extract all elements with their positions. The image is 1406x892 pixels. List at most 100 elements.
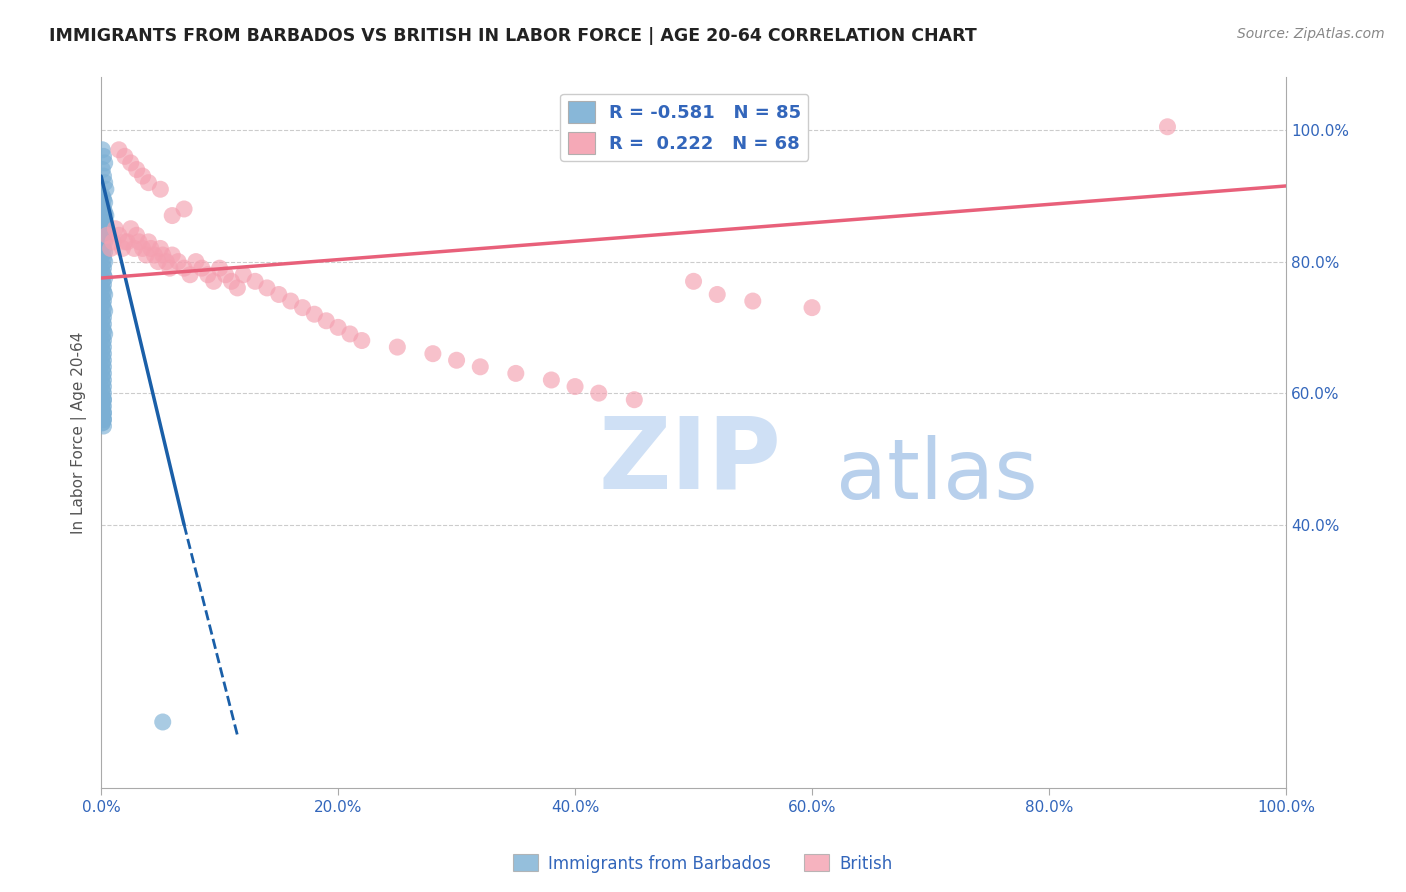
Point <box>91 238 114 252</box>
Point <box>93 231 115 245</box>
Point <box>139 242 162 256</box>
Point <box>91 369 114 384</box>
Point <box>1156 120 1178 134</box>
Point <box>197 268 219 282</box>
Point <box>173 202 195 216</box>
Point <box>232 268 254 282</box>
Point <box>93 317 115 331</box>
Text: Source: ZipAtlas.com: Source: ZipAtlas.com <box>1237 27 1385 41</box>
Point <box>93 176 115 190</box>
Point <box>226 281 249 295</box>
Point <box>93 406 115 420</box>
Point <box>93 346 115 360</box>
Point <box>91 162 114 177</box>
Point <box>93 392 115 407</box>
Point <box>91 228 114 243</box>
Point <box>91 416 114 430</box>
Point <box>128 235 150 249</box>
Point <box>91 343 114 358</box>
Point <box>101 235 124 249</box>
Point <box>124 242 146 256</box>
Point <box>91 291 114 305</box>
Point <box>470 359 492 374</box>
Point <box>706 287 728 301</box>
Point <box>93 254 115 268</box>
Point <box>135 248 157 262</box>
Point <box>91 143 114 157</box>
Point <box>93 412 115 426</box>
Y-axis label: In Labor Force | Age 20-64: In Labor Force | Age 20-64 <box>72 332 87 533</box>
Point <box>149 242 172 256</box>
Point <box>96 228 118 243</box>
Point <box>93 268 115 282</box>
Point <box>93 192 115 206</box>
Point <box>93 284 115 298</box>
Point <box>315 314 337 328</box>
Point <box>91 409 114 424</box>
Point <box>91 363 114 377</box>
Point <box>93 221 115 235</box>
Point <box>167 254 190 268</box>
Point <box>91 389 114 403</box>
Point <box>108 143 131 157</box>
Point <box>91 219 114 233</box>
Point <box>93 334 115 348</box>
Point <box>159 261 181 276</box>
Point <box>91 211 114 226</box>
Point <box>91 350 114 364</box>
Point <box>143 248 166 262</box>
Point <box>93 205 115 219</box>
Point <box>93 412 115 426</box>
Point <box>93 225 115 239</box>
Point <box>93 353 115 368</box>
Point <box>138 176 160 190</box>
Point <box>91 383 114 397</box>
Point <box>304 307 326 321</box>
Point <box>326 320 349 334</box>
Point <box>91 307 114 321</box>
Point <box>149 182 172 196</box>
Point <box>91 297 114 311</box>
Point <box>138 235 160 249</box>
Point <box>94 209 117 223</box>
Point <box>93 294 115 309</box>
Point <box>94 182 117 196</box>
Point <box>152 714 174 729</box>
Point <box>91 258 114 272</box>
Point <box>623 392 645 407</box>
Point <box>256 281 278 295</box>
Point <box>91 336 114 351</box>
Point <box>111 242 134 256</box>
Point <box>120 221 142 235</box>
Point <box>505 367 527 381</box>
Legend: R = -0.581   N = 85, R =  0.222   N = 68: R = -0.581 N = 85, R = 0.222 N = 68 <box>561 94 808 161</box>
Point <box>93 271 115 285</box>
Point <box>120 156 142 170</box>
Point <box>93 340 115 354</box>
Point <box>682 274 704 288</box>
Point <box>93 392 115 407</box>
Point <box>93 304 115 318</box>
Point <box>91 264 114 278</box>
Point <box>191 261 214 276</box>
Point <box>104 221 127 235</box>
Point <box>91 274 114 288</box>
Point <box>115 235 138 249</box>
Legend: Immigrants from Barbados, British: Immigrants from Barbados, British <box>506 847 900 880</box>
Point <box>93 202 115 216</box>
Point <box>93 379 115 393</box>
Point <box>267 287 290 301</box>
Point <box>93 359 115 374</box>
Point <box>91 376 114 391</box>
Point <box>93 301 115 315</box>
Point <box>91 314 114 328</box>
Point <box>741 294 763 309</box>
Point <box>173 261 195 276</box>
Point <box>179 268 201 282</box>
Point <box>93 235 115 249</box>
Point <box>540 373 562 387</box>
Point <box>280 294 302 309</box>
Point <box>588 386 610 401</box>
Point <box>221 274 243 288</box>
Point <box>91 399 114 413</box>
